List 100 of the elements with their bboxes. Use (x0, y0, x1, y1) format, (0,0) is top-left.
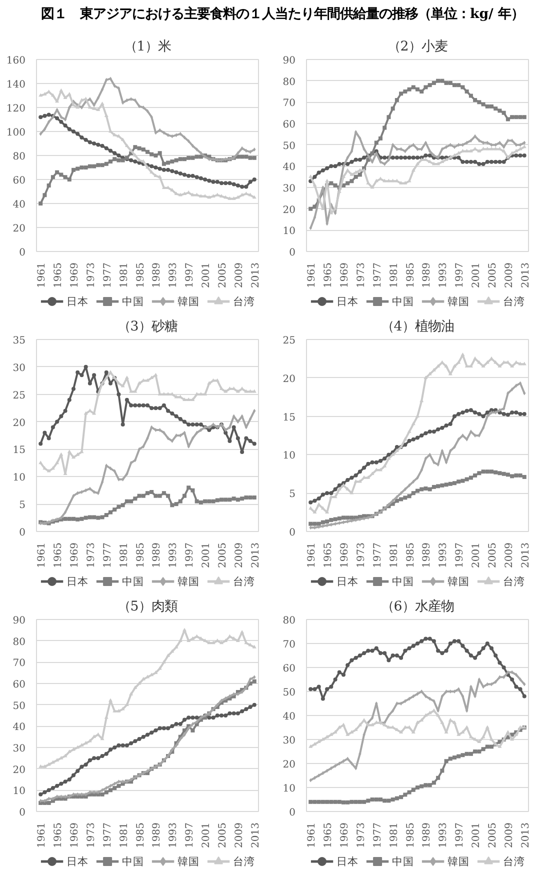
x-tick-label: 2001 (201, 822, 212, 848)
y-tick-label: 0 (19, 248, 26, 258)
x-tick-label: 1997 (454, 542, 466, 568)
x-tick-label: 1973 (356, 262, 367, 288)
y-tick-label: 60 (282, 120, 296, 130)
x-tick-label: 2013 (520, 822, 532, 848)
y-tick-label: 40 (282, 162, 296, 174)
x-tick-label: 1973 (86, 822, 97, 848)
y-tick-label: 60 (12, 680, 26, 690)
y-tick-label: 15 (12, 445, 26, 456)
y-tick-label: 60 (12, 176, 26, 186)
legend-label: 台湾 (502, 295, 525, 308)
x-tick-label: 2013 (520, 262, 532, 288)
legend-label: 日本 (66, 295, 88, 308)
y-tick-label: 10 (282, 450, 296, 462)
y-tick-label: 140 (6, 80, 26, 90)
x-tick-label: 1989 (152, 822, 163, 848)
legend-label: 韓国 (447, 855, 470, 868)
x-tick-label: 1969 (340, 542, 350, 568)
x-tick-label: 1997 (184, 262, 196, 288)
x-tick-label: 2013 (250, 822, 262, 848)
x-tick-label: 1981 (118, 822, 130, 848)
y-tick-label: 0 (289, 808, 296, 818)
y-tick-label: 40 (12, 722, 26, 734)
y-tick-label: 25 (282, 336, 296, 346)
x-tick-label: 1997 (184, 822, 196, 848)
y-tick-label: 40 (12, 200, 26, 210)
x-tick-label: 2001 (201, 262, 212, 288)
y-tick-label: 20 (12, 418, 26, 429)
x-tick-label: 2009 (234, 262, 245, 288)
x-tick-label: 1965 (323, 262, 334, 288)
x-tick-label: 2013 (250, 542, 262, 568)
legend-label: 日本 (336, 295, 358, 308)
x-tick-label: 1985 (405, 822, 416, 848)
x-tick-label: 1989 (152, 262, 163, 288)
x-tick-label: 1985 (135, 542, 146, 568)
x-tick-label: 1993 (438, 822, 450, 848)
x-tick-label: 1969 (340, 262, 350, 288)
x-tick-label: 1965 (323, 822, 334, 848)
legend-label: 中国 (122, 295, 144, 308)
y-tick-label: 0 (289, 528, 296, 538)
y-tick-label: 50 (12, 700, 26, 712)
x-tick-label: 2005 (218, 262, 228, 288)
x-tick-label: 1961 (36, 262, 48, 288)
x-tick-label: 1985 (135, 262, 146, 288)
x-tick-label: 1965 (53, 822, 64, 848)
x-tick-label: 1969 (340, 822, 350, 848)
legend-label: 韓国 (177, 575, 200, 588)
x-tick-label: 1989 (422, 822, 433, 848)
x-tick-label: 1993 (438, 542, 450, 568)
y-tick-label: 5 (289, 489, 296, 500)
y-tick-label: 15 (282, 412, 296, 424)
x-tick-label: 1977 (372, 542, 384, 568)
x-tick-label: 1973 (356, 542, 367, 568)
x-tick-label: 1969 (70, 822, 80, 848)
y-tick-label: 160 (6, 56, 26, 66)
legend-label: 日本 (66, 575, 88, 588)
y-tick-label: 10 (282, 226, 296, 238)
x-tick-label: 2001 (471, 822, 482, 848)
x-tick-label: 2001 (471, 262, 482, 288)
x-tick-label: 2005 (218, 542, 228, 568)
x-tick-label: 2009 (234, 822, 245, 848)
legend-label: 中国 (392, 855, 414, 868)
x-tick-label: 1977 (102, 542, 114, 568)
chart-title: （4）植物油 (380, 320, 454, 334)
chart-title: （6）水産物 (380, 598, 454, 614)
y-tick-label: 20 (282, 204, 296, 216)
x-tick-label: 1993 (438, 262, 450, 288)
legend-label: 台湾 (232, 855, 255, 868)
x-tick-label: 1993 (168, 262, 180, 288)
x-tick-label: 1985 (405, 542, 416, 568)
chart-subtitle: （1）米 (124, 40, 172, 54)
x-tick-label: 1961 (36, 542, 48, 568)
legend-label: 韓国 (177, 295, 200, 308)
x-tick-label: 1961 (36, 822, 48, 848)
x-tick-label: 1989 (422, 542, 433, 568)
y-tick-label: 0 (19, 528, 26, 538)
y-tick-label: 100 (6, 128, 26, 138)
y-tick-label: 30 (282, 184, 296, 194)
x-tick-label: 1989 (422, 262, 433, 288)
x-tick-label: 1973 (356, 822, 367, 848)
y-tick-label: 70 (282, 98, 296, 110)
chart-title: （5）肉類 (117, 600, 178, 614)
x-tick-label: 1965 (53, 542, 64, 568)
y-tick-label: 30 (12, 744, 26, 754)
y-tick-label: 5 (19, 500, 26, 512)
x-tick-label: 1997 (184, 542, 196, 568)
y-tick-label: 70 (282, 640, 296, 650)
x-tick-label: 1977 (102, 822, 114, 848)
y-tick-label: 90 (282, 56, 296, 66)
legend-label: 中国 (122, 855, 144, 868)
x-tick-label: 1977 (372, 262, 384, 288)
x-tick-label: 1989 (152, 542, 163, 568)
y-tick-label: 0 (289, 248, 296, 258)
y-tick-label: 30 (282, 736, 296, 746)
legend-label: 韓国 (177, 855, 200, 868)
y-tick-label: 120 (6, 104, 26, 114)
legend-label: 中国 (122, 575, 144, 588)
chart-title: （3）砂糖 (117, 320, 178, 334)
x-tick-label: 2013 (520, 542, 532, 568)
